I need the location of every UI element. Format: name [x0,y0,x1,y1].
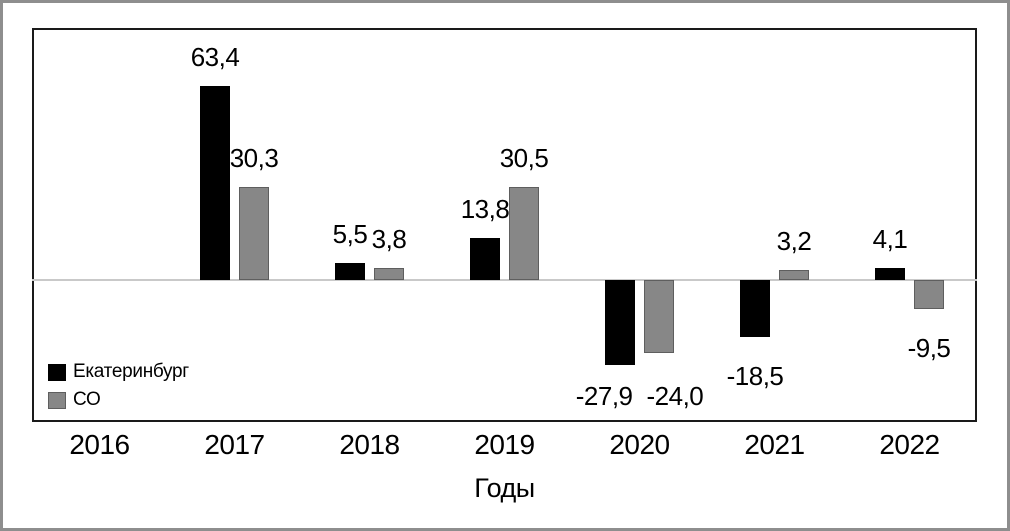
bar-2021-со [779,270,809,281]
value-labels-2020: -27,9 -24,0 [576,381,704,411]
x-axis-tick-labels: 2016 2017 2018 2019 2020 2021 2022 [32,430,977,460]
value-label-2017-со: 30,3 [229,143,279,174]
bar-2019-со [509,186,539,281]
bar-2018-екатеринбург [335,263,365,281]
bar-2022-екатеринбург [875,267,905,281]
zero-axis-line [32,279,977,282]
x-tick-2016: 2016 [69,429,130,460]
legend-item-екатеринбург: Екатеринбург [48,358,189,386]
bar-2019-екатеринбург [470,237,500,281]
legend-label-екатеринбург: Екатеринбург [73,361,189,382]
value-label-2018-екатеринбург: 5,5 [332,219,368,250]
x-tick-2021: 2021 [744,429,805,460]
x-tick-2017: 2017 [204,429,265,460]
x-tick-2018: 2018 [339,429,400,460]
value-label-2021-екатеринбург: -18,5 [726,360,784,391]
value-label-2018-со: 3,8 [371,224,407,255]
legend-label-со: СО [73,389,101,410]
bar-2022-со [914,280,944,310]
bar-2020-со [644,280,674,354]
value-label-2022-екатеринбург: 4,1 [872,223,908,254]
value-label-2019-екатеринбург: 13,8 [460,193,510,224]
value-label-2017-екатеринбург: 63,4 [190,42,240,73]
bar-2021-екатеринбург [740,280,770,337]
bar-2017-екатеринбург [200,86,230,281]
legend-item-со: СО [48,386,189,414]
plot-area: 63,4 30,3 5,5 3,8 13,8 30,5 -27,9 -24,0 -18,5 3,2… [32,28,977,422]
x-tick-2019: 2019 [474,429,535,460]
legend-swatch-со [48,391,66,409]
legend-swatch-екатеринбург [48,363,66,381]
value-label-2020-со: -24,0 [646,381,704,412]
value-label-2019-со: 30,5 [499,142,549,173]
bar-2017-со [239,187,269,281]
x-tick-2020: 2020 [609,429,670,460]
x-tick-2022: 2022 [879,429,940,460]
value-label-2020-екатеринбург: -27,9 [575,381,633,412]
bar-2020-екатеринбург [605,280,635,366]
bar-2018-со [374,268,404,281]
value-label-2022-со: -9,5 [907,333,951,364]
value-label-2021-со: 3,2 [776,226,812,257]
legend: Екатеринбург СО [48,358,189,414]
x-axis-title: Годы [474,473,535,503]
